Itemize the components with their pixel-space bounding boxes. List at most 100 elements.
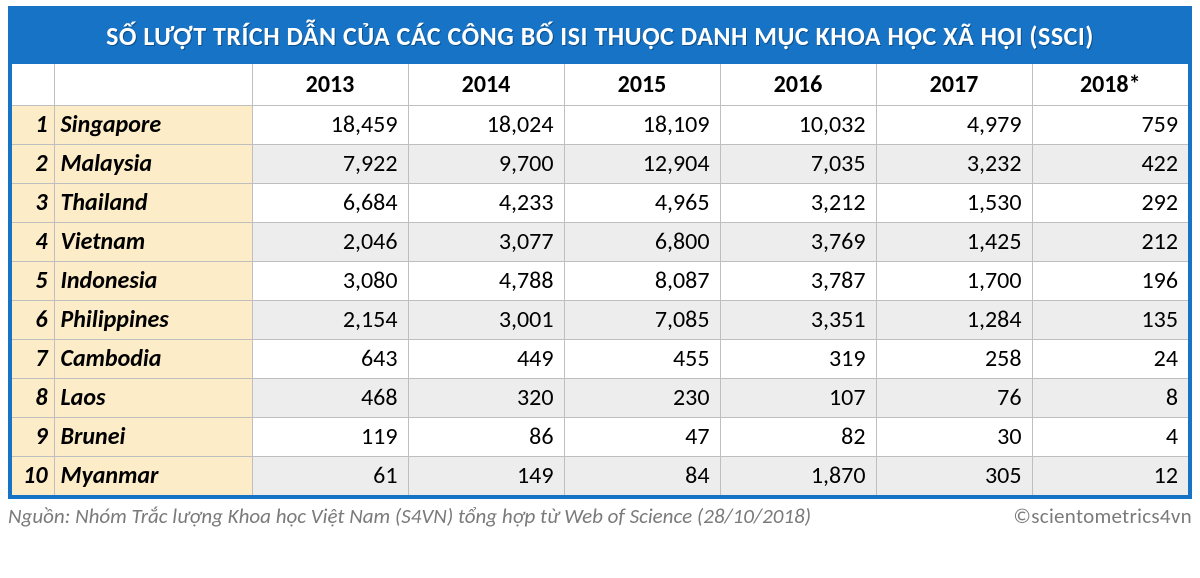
citations-table: 2013 2014 2015 2016 2017 2018* 1Singapor… [12,64,1188,495]
value-cell: 107 [720,379,876,418]
value-cell: 212 [1032,223,1188,262]
col-year-header: 2018* [1032,64,1188,106]
table-row: 6Philippines2,1543,0017,0853,3511,284135 [12,301,1188,340]
value-cell: 1,425 [876,223,1032,262]
rank-cell: 1 [12,106,54,145]
value-cell: 3,212 [720,184,876,223]
value-cell: 84 [564,457,720,496]
country-cell: Indonesia [54,262,252,301]
value-cell: 6,800 [564,223,720,262]
value-cell: 24 [1032,340,1188,379]
value-cell: 4,979 [876,106,1032,145]
rank-cell: 4 [12,223,54,262]
value-cell: 230 [564,379,720,418]
rank-cell: 7 [12,340,54,379]
country-cell: Singapore [54,106,252,145]
value-cell: 47 [564,418,720,457]
value-cell: 18,109 [564,106,720,145]
value-cell: 319 [720,340,876,379]
value-cell: 449 [408,340,564,379]
col-year-header: 2013 [252,64,408,106]
table-row: 4Vietnam2,0463,0776,8003,7691,425212 [12,223,1188,262]
col-country-header [54,64,252,106]
country-cell: Cambodia [54,340,252,379]
value-cell: 86 [408,418,564,457]
country-cell: Myanmar [54,457,252,496]
value-cell: 7,922 [252,145,408,184]
value-cell: 4,965 [564,184,720,223]
value-cell: 76 [876,379,1032,418]
value-cell: 643 [252,340,408,379]
rank-cell: 10 [12,457,54,496]
value-cell: 8,087 [564,262,720,301]
table-header-row: 2013 2014 2015 2016 2017 2018* [12,64,1188,106]
country-cell: Thailand [54,184,252,223]
table-row: 1Singapore18,45918,02418,10910,0324,9797… [12,106,1188,145]
rank-cell: 3 [12,184,54,223]
value-cell: 3,080 [252,262,408,301]
country-cell: Brunei [54,418,252,457]
value-cell: 196 [1032,262,1188,301]
col-year-header: 2016 [720,64,876,106]
value-cell: 3,001 [408,301,564,340]
value-cell: 258 [876,340,1032,379]
source-text: Nguồn: Nhóm Trắc lượng Khoa học Việt Nam… [8,503,811,529]
country-cell: Malaysia [54,145,252,184]
value-cell: 3,351 [720,301,876,340]
table-title: SỐ LƯỢT TRÍCH DẪN CỦA CÁC CÔNG BỐ ISI TH… [12,10,1188,64]
value-cell: 320 [408,379,564,418]
table-row: 9Brunei119864782304 [12,418,1188,457]
value-cell: 4,788 [408,262,564,301]
country-cell: Philippines [54,301,252,340]
col-year-header: 2017 [876,64,1032,106]
value-cell: 8 [1032,379,1188,418]
value-cell: 3,077 [408,223,564,262]
value-cell: 1,870 [720,457,876,496]
value-cell: 18,024 [408,106,564,145]
table-frame: SỐ LƯỢT TRÍCH DẪN CỦA CÁC CÔNG BỐ ISI TH… [8,6,1192,499]
col-year-header: 2015 [564,64,720,106]
value-cell: 12 [1032,457,1188,496]
table-row: 5Indonesia3,0804,7888,0873,7871,700196 [12,262,1188,301]
table-row: 7Cambodia64344945531925824 [12,340,1188,379]
value-cell: 1,284 [876,301,1032,340]
col-rank-header [12,64,54,106]
rank-cell: 5 [12,262,54,301]
value-cell: 12,904 [564,145,720,184]
table-row: 8Laos468320230107768 [12,379,1188,418]
value-cell: 3,769 [720,223,876,262]
country-cell: Laos [54,379,252,418]
value-cell: 7,035 [720,145,876,184]
country-cell: Vietnam [54,223,252,262]
value-cell: 135 [1032,301,1188,340]
value-cell: 2,046 [252,223,408,262]
table-row: 10Myanmar61149841,87030512 [12,457,1188,496]
table-row: 2Malaysia7,9229,70012,9047,0353,232422 [12,145,1188,184]
rank-cell: 2 [12,145,54,184]
value-cell: 10,032 [720,106,876,145]
value-cell: 18,459 [252,106,408,145]
rank-cell: 6 [12,301,54,340]
value-cell: 422 [1032,145,1188,184]
table-row: 3Thailand6,6844,2334,9653,2121,530292 [12,184,1188,223]
rank-cell: 8 [12,379,54,418]
value-cell: 4 [1032,418,1188,457]
value-cell: 292 [1032,184,1188,223]
value-cell: 149 [408,457,564,496]
value-cell: 1,530 [876,184,1032,223]
value-cell: 61 [252,457,408,496]
table-footer: Nguồn: Nhóm Trắc lượng Khoa học Việt Nam… [8,503,1192,529]
value-cell: 4,233 [408,184,564,223]
value-cell: 1,700 [876,262,1032,301]
value-cell: 6,684 [252,184,408,223]
value-cell: 455 [564,340,720,379]
value-cell: 3,787 [720,262,876,301]
value-cell: 7,085 [564,301,720,340]
col-year-header: 2014 [408,64,564,106]
value-cell: 119 [252,418,408,457]
value-cell: 9,700 [408,145,564,184]
credit-text: ©scientometrics4vn [1013,503,1192,529]
value-cell: 759 [1032,106,1188,145]
value-cell: 82 [720,418,876,457]
value-cell: 305 [876,457,1032,496]
